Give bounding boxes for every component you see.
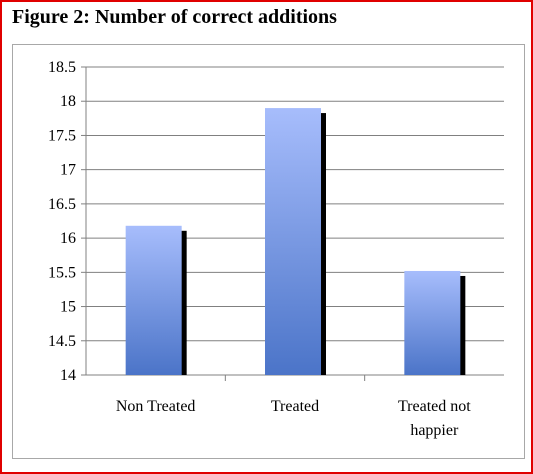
y-tick-label: 18 — [60, 93, 76, 110]
y-tick-label: 15 — [60, 299, 76, 316]
bar — [404, 270, 461, 375]
y-tick-label: 16.5 — [48, 196, 76, 213]
chart-area: 14 14.5 15 15.5 16 16.5 17 17.5 18 18.5 Non Treat… — [12, 44, 525, 459]
y-tick-label: 14.5 — [48, 333, 76, 350]
x-tick-labels: Non Treated Treated Treated not happier — [116, 398, 471, 439]
y-tick-label: 15.5 — [48, 264, 76, 281]
x-tick-label: happier — [410, 422, 459, 439]
y-tick-label: 17.5 — [48, 127, 76, 144]
bar — [125, 225, 182, 375]
bars — [125, 108, 466, 376]
y-tick-labels: 14 14.5 15 15.5 16 16.5 17 17.5 18 18.5 — [48, 59, 76, 384]
x-tick-label: Treated not — [398, 398, 471, 415]
bar-chart: 14 14.5 15 15.5 16 16.5 17 17.5 18 18.5 Non Treat… — [48, 59, 504, 439]
y-tick-label: 14 — [60, 367, 76, 384]
x-tick-label: Treated — [271, 398, 319, 415]
figure-title: Figure 2: Number of correct additions — [12, 6, 337, 28]
y-tick-label: 16 — [60, 230, 76, 247]
x-tick-label: Non Treated — [116, 398, 196, 415]
y-tick-label: 18.5 — [48, 59, 76, 76]
bar — [265, 108, 321, 376]
y-tick-label: 17 — [60, 162, 76, 179]
